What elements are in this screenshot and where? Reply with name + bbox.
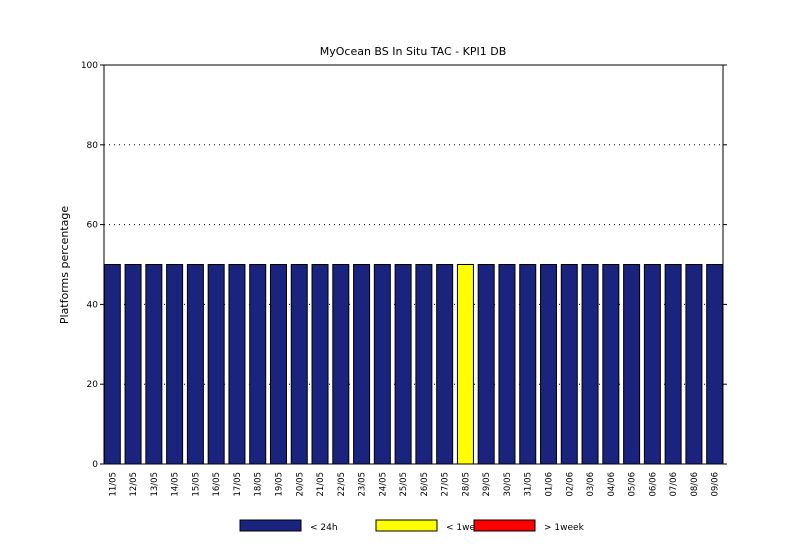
bar bbox=[228, 264, 246, 465]
bar bbox=[166, 264, 184, 465]
bar bbox=[269, 264, 287, 465]
legend-label: > 1week bbox=[544, 523, 585, 533]
x-axis: 11/05 12/05 13/05 14/05 15/05 16/05 17/05 18/05… bbox=[108, 472, 720, 497]
bar bbox=[685, 264, 703, 465]
x-tick-label: 26/05 bbox=[420, 472, 430, 497]
bar bbox=[103, 264, 121, 465]
y-tick-label: 60 bbox=[87, 221, 99, 231]
x-tick-label: 28/05 bbox=[461, 472, 471, 497]
bar bbox=[394, 264, 412, 465]
y-tick-label: 80 bbox=[87, 141, 99, 151]
bar bbox=[186, 264, 204, 465]
bar bbox=[581, 264, 599, 465]
x-tick-label: 29/05 bbox=[482, 472, 492, 497]
x-tick-label: 18/05 bbox=[254, 472, 264, 497]
x-tick-label: 27/05 bbox=[441, 472, 451, 497]
bar bbox=[664, 264, 682, 465]
bars-group bbox=[103, 264, 724, 465]
bar bbox=[373, 264, 391, 465]
bar bbox=[519, 264, 537, 465]
bar bbox=[498, 264, 516, 465]
x-tick-label: 08/06 bbox=[690, 472, 700, 497]
bar bbox=[124, 264, 142, 465]
y-axis: 0 20 40 60 80 100 bbox=[81, 61, 727, 470]
legend-swatch bbox=[375, 519, 438, 532]
legend-swatch bbox=[473, 519, 536, 532]
x-tick-label: 31/05 bbox=[524, 472, 534, 497]
x-tick-label: 09/06 bbox=[711, 472, 721, 497]
x-tick-label: 05/06 bbox=[628, 472, 638, 497]
x-tick-label: 19/05 bbox=[274, 472, 284, 497]
bar bbox=[540, 264, 558, 465]
x-tick-label: 06/06 bbox=[648, 472, 658, 497]
chart-title: MyOcean BS In Situ TAC - KPI1 DB bbox=[320, 45, 507, 58]
bar bbox=[477, 264, 495, 465]
bar bbox=[706, 264, 724, 465]
x-tick-label: 20/05 bbox=[295, 472, 305, 497]
x-tick-label: 01/06 bbox=[545, 472, 555, 497]
legend-swatch bbox=[239, 519, 302, 532]
x-tick-label: 24/05 bbox=[378, 472, 388, 497]
y-tick-label: 40 bbox=[87, 300, 99, 310]
x-tick-label: 25/05 bbox=[399, 472, 409, 497]
x-tick-label: 07/06 bbox=[669, 472, 679, 497]
x-tick-label: 13/05 bbox=[150, 472, 160, 497]
legend-label: < 1week bbox=[446, 523, 487, 533]
bar bbox=[602, 264, 620, 465]
bar bbox=[415, 264, 433, 465]
legend-label: < 24h bbox=[310, 523, 338, 533]
x-tick-label: 16/05 bbox=[212, 472, 222, 497]
x-tick-label: 23/05 bbox=[358, 472, 368, 497]
bar bbox=[623, 264, 641, 465]
x-tick-label: 02/06 bbox=[565, 472, 575, 497]
bar bbox=[643, 264, 661, 465]
grid-lines bbox=[104, 144, 723, 385]
x-tick-label: 22/05 bbox=[337, 472, 347, 497]
bar bbox=[353, 264, 371, 465]
bar bbox=[249, 264, 267, 465]
legend: < 24h < 1week > 1week bbox=[239, 519, 585, 533]
x-tick-label: 04/06 bbox=[607, 472, 617, 497]
x-tick-label: 21/05 bbox=[316, 472, 326, 497]
x-tick-label: 12/05 bbox=[129, 472, 139, 497]
y-tick-label: 0 bbox=[92, 460, 98, 470]
bar bbox=[456, 264, 474, 465]
x-tick-label: 30/05 bbox=[503, 472, 513, 497]
x-tick-label: 03/06 bbox=[586, 472, 596, 497]
bar bbox=[560, 264, 578, 465]
bar bbox=[436, 264, 454, 465]
bar bbox=[145, 264, 163, 465]
x-tick-label: 14/05 bbox=[171, 472, 181, 497]
y-tick-label: 20 bbox=[87, 380, 99, 390]
y-tick-label: 100 bbox=[81, 61, 98, 71]
bar bbox=[332, 264, 350, 465]
bar bbox=[207, 264, 225, 465]
bar bbox=[311, 264, 329, 465]
x-tick-label: 15/05 bbox=[191, 472, 201, 497]
y-axis-label: Platforms percentage bbox=[58, 206, 71, 324]
bar bbox=[290, 264, 308, 465]
plot-frame bbox=[103, 64, 724, 465]
x-tick-label: 17/05 bbox=[233, 472, 243, 497]
x-tick-label: 11/05 bbox=[108, 472, 118, 497]
